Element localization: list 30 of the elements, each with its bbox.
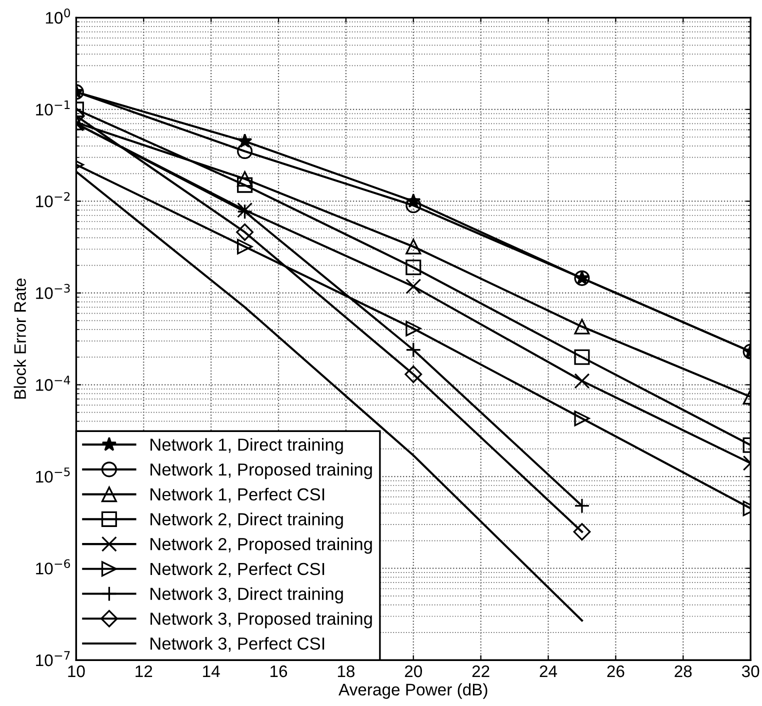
y-tick-label: 10$^{0}$ [46, 8, 70, 24]
y-tick-label: 10$^{−4}$ [36, 376, 70, 391]
x-tick-label: 22 [472, 665, 490, 678]
legend-label: Network 1, Direct training [150, 438, 343, 454]
legend-label: Network 2, Perfect CSI [150, 562, 324, 578]
legend-label: Network 2, Direct training [150, 512, 343, 529]
y-tick-label: 10$^{−5}$ [36, 468, 70, 483]
y-tick-label: 10$^{−2}$ [36, 192, 70, 208]
legend-label: Network 3, Proposed training [150, 612, 372, 628]
y-tick-label: 10$^{−6}$ [36, 559, 70, 574]
x-tick-label: 16 [270, 665, 288, 678]
x-tick-label: 20 [404, 665, 422, 678]
x-axis-title: Average Power (dB) [338, 683, 488, 699]
x-tick-label: 12 [136, 665, 152, 678]
y-tick-label: 10$^{−1}$ [36, 100, 70, 116]
y-axis-title: Block Error Rate [14, 278, 26, 399]
x-tick-label: 10 [68, 665, 85, 678]
x-tick-label: 30 [742, 665, 760, 678]
legend-label: Network 1, Perfect CSI [150, 488, 324, 503]
legend-label: Network 3, Perfect CSI [150, 636, 324, 652]
legend-label: Network 3, Direct training [150, 587, 343, 604]
x-tick-label: 26 [607, 665, 624, 678]
x-tick-label: 28 [674, 665, 692, 678]
x-tick-label: 14 [203, 666, 220, 678]
legend-label: Network 1, Proposed training [150, 462, 372, 480]
x-tick-label: 18 [338, 665, 354, 678]
y-tick-label: 10$^{−3}$ [36, 284, 70, 300]
x-tick-label: 24 [540, 665, 558, 678]
y-tick-label: 10$^{−7}$ [36, 651, 70, 666]
legend-label: Network 2, Proposed training [150, 538, 372, 554]
